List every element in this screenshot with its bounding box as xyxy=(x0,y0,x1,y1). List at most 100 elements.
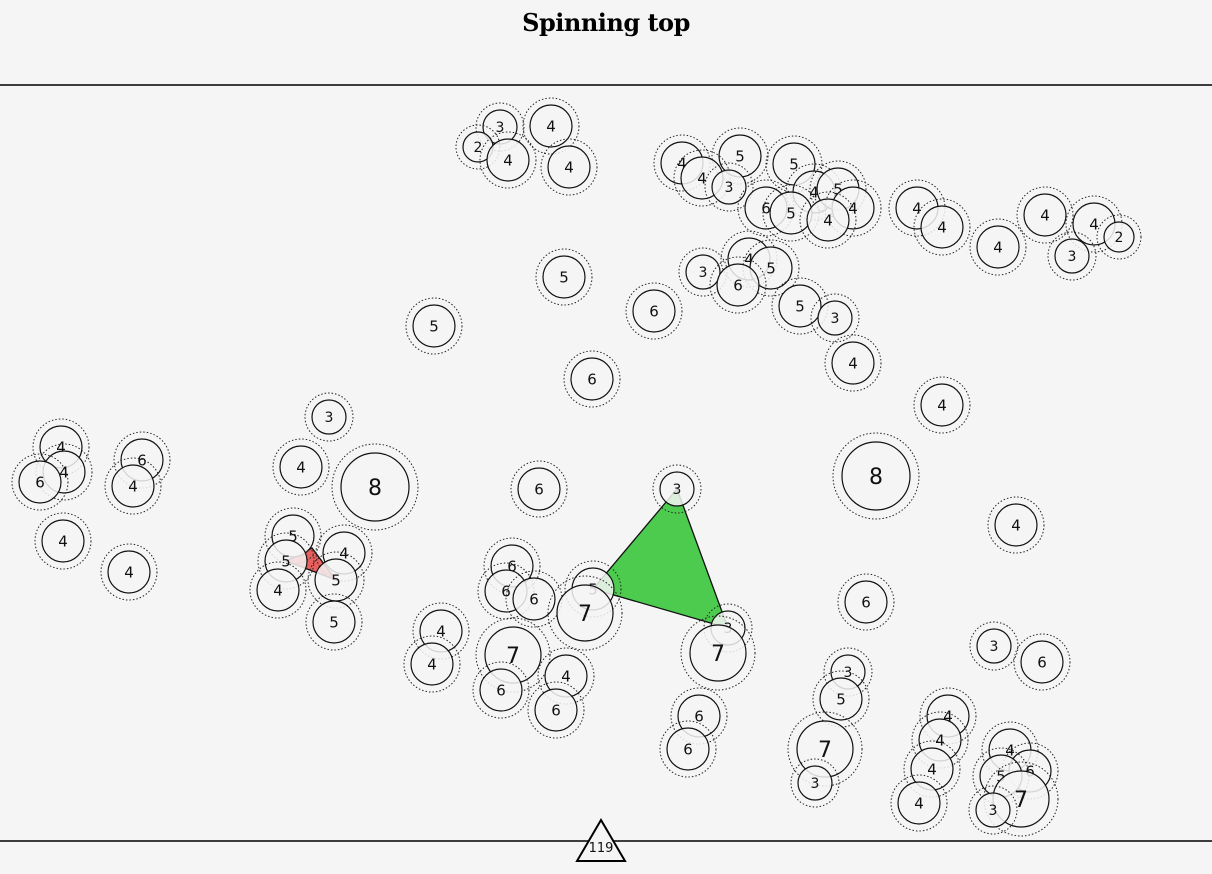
piece-circle xyxy=(107,550,151,594)
piece-circle xyxy=(689,624,747,682)
piece-circle xyxy=(976,225,1020,269)
piece-3[interactable]: 3 xyxy=(304,392,354,442)
piece-4[interactable]: 4 xyxy=(100,543,158,601)
piece-range-ring xyxy=(913,376,971,434)
piece-5[interactable]: 5 xyxy=(535,248,593,306)
piece-circle xyxy=(831,341,875,385)
piece-5[interactable]: 5 xyxy=(711,127,769,185)
piece-range-ring xyxy=(522,97,580,155)
piece-6[interactable]: 6 xyxy=(625,282,683,340)
counter-value: 119 xyxy=(589,841,614,856)
piece-4[interactable]: 4 xyxy=(913,198,971,256)
piece-range-ring xyxy=(625,282,683,340)
piece-range-ring xyxy=(837,573,895,631)
piece-label: 6 xyxy=(529,590,539,608)
piece-2[interactable]: 2 xyxy=(1096,214,1142,260)
piece-3[interactable]: 3 xyxy=(810,293,860,343)
piece-range-ring xyxy=(475,617,551,693)
piece-range-ring xyxy=(249,561,307,619)
piece-4[interactable]: 4 xyxy=(479,131,537,189)
piece-4[interactable]: 4 xyxy=(969,218,1027,276)
piece-label: 4 xyxy=(912,199,922,217)
piece-label: 3 xyxy=(496,120,505,136)
piece-label: 4 xyxy=(1089,215,1099,233)
piece-label: 4 xyxy=(1011,516,1021,534)
piece-6[interactable]: 6 xyxy=(510,460,568,518)
piece-5[interactable]: 5 xyxy=(305,593,363,651)
piece-range-ring xyxy=(832,432,920,520)
piece-range-ring xyxy=(969,218,1027,276)
piece-4[interactable]: 4 xyxy=(522,97,580,155)
piece-6[interactable]: 6 xyxy=(1013,633,1071,691)
piece-range-ring xyxy=(913,198,971,256)
piece-range-ring xyxy=(535,248,593,306)
piece-label: 4 xyxy=(427,655,437,673)
piece-4[interactable]: 4 xyxy=(412,602,470,660)
piece-4[interactable]: 4 xyxy=(272,438,330,496)
piece-5[interactable]: 5 xyxy=(771,277,829,335)
piece-6[interactable]: 6 xyxy=(837,573,895,631)
piece-label: 6 xyxy=(649,302,659,320)
piece-3[interactable]: 3 xyxy=(790,758,840,808)
piece-label: 6 xyxy=(694,707,704,725)
piece-range-ring xyxy=(670,687,728,745)
piece-range-ring xyxy=(711,127,769,185)
piece-4[interactable]: 4 xyxy=(104,457,162,515)
piece-5[interactable]: 5 xyxy=(405,297,463,355)
piece-3[interactable]: 3 xyxy=(652,464,702,514)
piece-6[interactable]: 6 xyxy=(709,256,767,314)
piece-3[interactable]: 3 xyxy=(704,162,754,212)
piece-4[interactable]: 4 xyxy=(799,191,857,249)
piece-4[interactable]: 4 xyxy=(913,376,971,434)
piece-range-ring xyxy=(919,687,977,745)
piece-3[interactable]: 3 xyxy=(678,247,728,297)
piece-6[interactable]: 6 xyxy=(472,661,530,719)
piece-4[interactable]: 4 xyxy=(1016,186,1074,244)
piece-6[interactable]: 6 xyxy=(11,453,69,511)
piece-range-ring xyxy=(264,507,322,565)
piece-6[interactable]: 6 xyxy=(505,570,563,628)
piece-8[interactable]: 8 xyxy=(331,443,419,531)
piece-7[interactable]: 7 xyxy=(547,575,623,651)
piece-label: 6 xyxy=(496,681,506,699)
piece-label: 4 xyxy=(1005,741,1015,759)
piece-range-ring xyxy=(709,256,767,314)
piece-4[interactable]: 4 xyxy=(540,138,598,196)
piece-6[interactable]: 6 xyxy=(563,350,621,408)
piece-label: 7 xyxy=(711,642,725,667)
piece-label: 4 xyxy=(935,731,945,749)
piece-7[interactable]: 7 xyxy=(680,615,756,691)
piece-circle xyxy=(547,145,591,189)
piece-4[interactable]: 4 xyxy=(403,635,461,693)
piece-4[interactable]: 4 xyxy=(249,561,307,619)
piece-label: 6 xyxy=(35,473,45,491)
piece-6[interactable]: 6 xyxy=(527,681,585,739)
piece-range-ring xyxy=(510,460,568,518)
piece-4[interactable]: 4 xyxy=(537,647,595,705)
piece-4[interactable]: 4 xyxy=(34,512,92,570)
piece-8[interactable]: 8 xyxy=(832,432,920,520)
piece-3[interactable]: 3 xyxy=(969,621,1019,671)
piece-range-ring xyxy=(540,138,598,196)
piece-4[interactable]: 4 xyxy=(890,774,948,832)
piece-6[interactable]: 6 xyxy=(659,720,717,778)
piece-4[interactable]: 4 xyxy=(824,334,882,392)
piece-label: 5 xyxy=(331,571,341,589)
piece-5[interactable]: 5 xyxy=(307,551,365,609)
piece-4[interactable]: 4 xyxy=(987,496,1045,554)
piece-3[interactable]: 3 xyxy=(1047,231,1097,281)
piece-range-ring xyxy=(765,135,823,193)
piece-range-ring xyxy=(32,418,90,476)
piece-label: 4 xyxy=(58,532,68,550)
piece-range-ring xyxy=(405,297,463,355)
piece-circle xyxy=(994,503,1038,547)
piece-4[interactable]: 4 xyxy=(903,740,961,798)
piece-circle xyxy=(666,727,710,771)
piece-5[interactable]: 5 xyxy=(812,670,870,728)
piece-label: 5 xyxy=(281,552,291,570)
piece-label: 4 xyxy=(273,581,283,599)
piece-3[interactable]: 3 xyxy=(968,785,1018,835)
piece-label: 5 xyxy=(786,204,796,222)
